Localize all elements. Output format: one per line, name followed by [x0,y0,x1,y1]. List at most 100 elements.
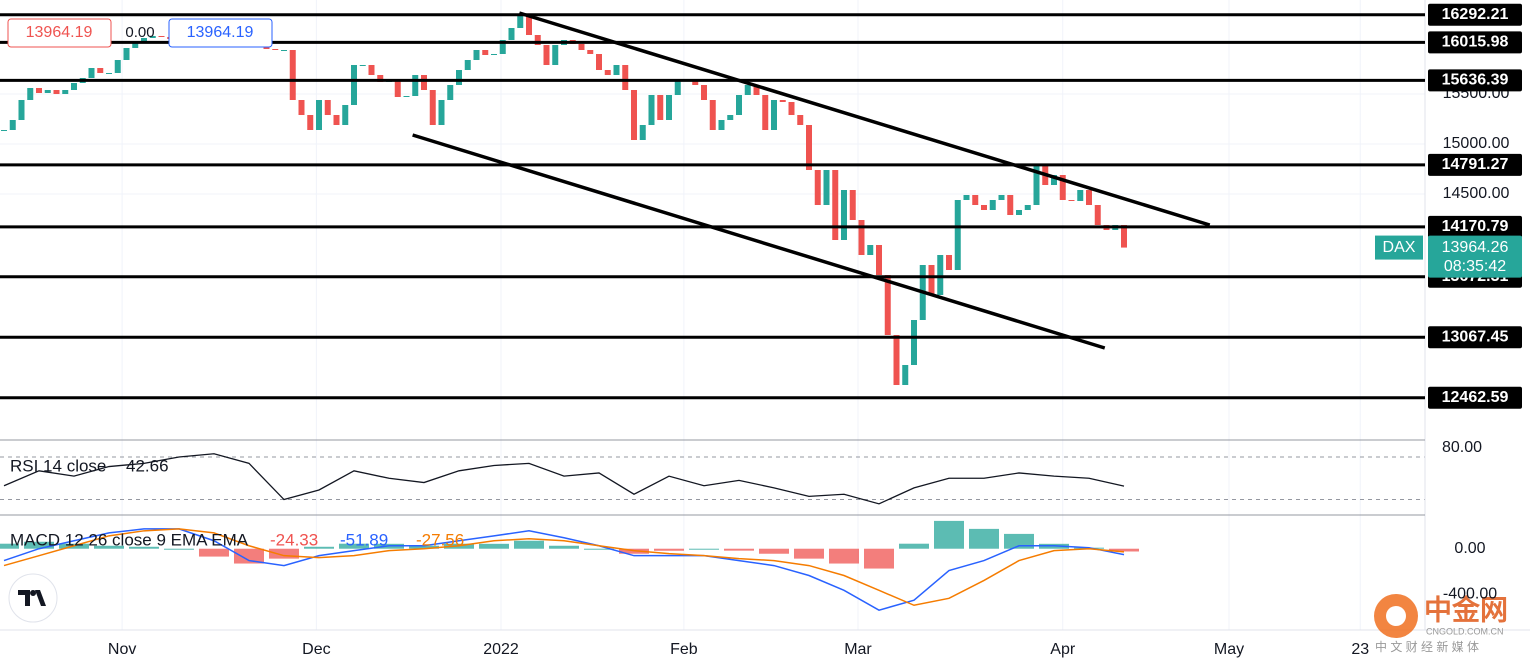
level-label: 13067.45 [1442,328,1509,345]
spread: 0.00 [125,24,154,41]
histogram-bar [653,548,684,551]
candle [70,83,77,90]
candle [1068,200,1075,201]
candle [543,45,550,65]
candle [377,75,384,82]
candle [1033,165,1040,205]
histogram-bar [1108,548,1139,552]
candle [307,115,314,130]
level-tag [1428,215,1522,238]
candle [937,255,944,295]
candle [823,170,830,205]
candle [613,65,620,75]
candle [980,205,987,210]
candle [394,80,401,97]
candle [1007,195,1014,215]
candle [805,125,812,170]
histogram-bar [513,540,544,549]
candle [875,245,882,275]
candle [665,95,672,120]
sell-box[interactable] [7,18,112,48]
candle [420,75,427,90]
candle [149,36,156,38]
candle [9,120,16,130]
candle [744,85,751,95]
candle [989,200,996,210]
symbol-label: DAX [1383,239,1416,256]
candle [342,105,349,125]
candle [1085,190,1092,205]
level-label: 15636.39 [1442,72,1509,89]
candle [735,95,742,115]
candle [350,65,357,105]
candle [928,265,935,295]
histogram-bar [478,543,509,549]
x-tick-label: Dec [302,641,330,658]
candle [700,85,707,100]
candle [648,95,655,125]
x-tick-label: Feb [670,641,698,658]
histogram-bar [163,548,194,550]
background [0,0,1425,630]
countdown: 08:35:42 [1444,258,1506,275]
level-tag [1428,326,1522,349]
candle [123,48,130,60]
candle [963,195,970,200]
candle [552,45,559,65]
y-tick-label: 80.00 [1442,439,1482,456]
histogram-bar [268,548,299,559]
level-label: 14170.79 [1442,218,1509,235]
candle [849,190,856,220]
histogram-bar [198,548,229,557]
level-label: 12462.59 [1442,389,1509,406]
candle [954,200,961,270]
candle [1120,225,1127,248]
candle [910,320,917,365]
y-tick-label: 0.00 [1454,540,1485,557]
x-tick-label: 23 [1351,641,1369,658]
candle [88,68,95,78]
candle [44,90,51,93]
histogram-bar [338,543,369,549]
level-tag [1428,153,1522,176]
level-tag [1428,31,1522,54]
rsi-line [3,453,1125,505]
x-tick-label: May [1214,641,1244,658]
candle [464,60,471,70]
candle [140,38,147,43]
histogram-bar [548,545,579,549]
candle [534,35,541,45]
candle [762,95,769,130]
sell-price: 13964.19 [26,24,93,41]
histogram-bar [758,548,789,554]
histogram-bar [583,548,614,550]
level-tag [1428,69,1522,92]
candle [298,100,305,115]
candle [622,65,629,90]
candle [657,95,664,120]
candle [893,335,900,385]
candle [692,81,699,85]
histogram-bar [723,548,754,551]
last-price: 13964.26 [1442,239,1509,256]
histogram-bar [863,548,894,569]
macd-line [3,528,1125,607]
candle [770,100,777,130]
candle [709,100,716,130]
buy-box[interactable] [168,18,273,48]
candle [368,65,375,75]
candle [490,54,497,55]
histogram-bar [93,545,124,549]
candle [884,275,891,335]
candle [832,170,839,240]
histogram-bar [233,548,264,564]
candle [333,115,340,125]
candle [27,88,34,100]
histogram-bar [0,543,19,549]
candle [53,90,60,94]
x-tick-label: Apr [1050,641,1076,658]
candle [263,47,270,49]
histogram-bar [933,520,964,549]
candle [114,60,121,73]
